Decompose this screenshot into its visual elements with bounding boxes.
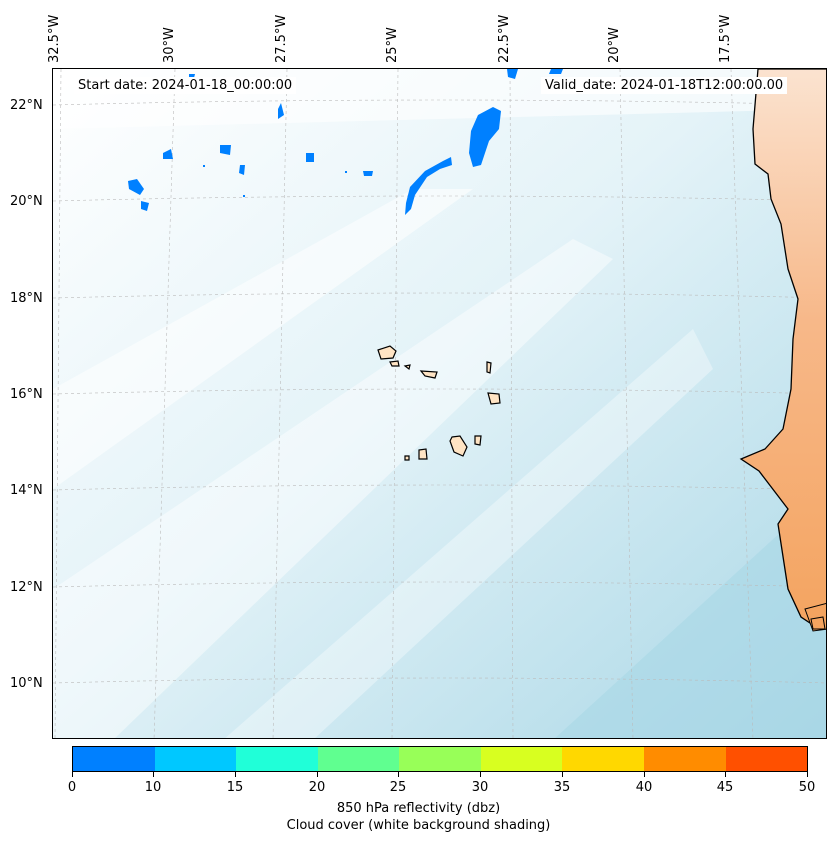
colorbar-segment-35-40 xyxy=(562,747,644,771)
colorbar-tick-label: 40 xyxy=(635,780,653,795)
map-panel xyxy=(52,68,827,739)
cape-verde-islands xyxy=(377,345,501,461)
colorbar-tickmark xyxy=(153,772,154,777)
colorbar-tick-label: 30 xyxy=(471,780,489,795)
colorbar-segment-25-30 xyxy=(399,747,481,771)
colorbar-tickmark xyxy=(317,772,318,777)
colorbar-label: 850 hPa reflectivity (dbz) xyxy=(336,801,501,816)
island-sao-vicente xyxy=(389,360,400,367)
island-santa-luzia xyxy=(403,364,411,371)
lon-label-17-5w: 17.5°W xyxy=(718,14,733,63)
colorbar-segment-10-15 xyxy=(154,747,237,771)
colorbar-tick-label: 50 xyxy=(798,780,816,795)
colorbar-tickmark xyxy=(725,772,726,777)
colorbar-sublabel: Cloud cover (white background shading) xyxy=(286,818,551,833)
colorbar-tickmark xyxy=(644,772,645,777)
colorbar-tick-label: 20 xyxy=(308,780,326,795)
cloud-band xyxy=(225,329,713,738)
colorbar-segment-15-20 xyxy=(236,747,318,771)
lon-label-27-5w: 27.5°W xyxy=(274,14,289,63)
lat-label-10n: 10°N xyxy=(10,676,43,691)
lat-label-16n: 16°N xyxy=(10,387,43,402)
island-santiago xyxy=(449,435,468,457)
lat-label-18n: 18°N xyxy=(10,291,43,306)
map-canvas xyxy=(53,69,826,738)
reflectivity-patches xyxy=(128,69,563,215)
start-date-label: Start date: 2024-01-18_00:00:00 xyxy=(74,77,297,94)
island-boa-vista xyxy=(487,392,501,405)
colorbar-tick-label: 0 xyxy=(67,780,77,795)
colorbar xyxy=(72,746,808,772)
colorbar-tick-label: 35 xyxy=(553,780,571,795)
graticule xyxy=(53,69,826,738)
island-small xyxy=(810,616,826,630)
island-santo-antao xyxy=(377,345,397,360)
colorbar-segment-0-10 xyxy=(73,747,155,771)
colorbar-tickmark xyxy=(72,772,73,777)
colorbar-segment-30-35 xyxy=(480,747,563,771)
colorbar-segment-20-25 xyxy=(317,747,400,771)
colorbar-tick-label: 45 xyxy=(716,780,734,795)
colorbar-tickmark xyxy=(398,772,399,777)
cloud-band xyxy=(555,490,826,738)
colorbar-tick-label: 25 xyxy=(389,780,407,795)
island-sao-nicolau xyxy=(419,370,438,379)
lat-label-20n: 20°N xyxy=(10,194,43,209)
colorbar-tick-label: 10 xyxy=(144,780,162,795)
colorbar-tickmark xyxy=(807,772,808,777)
lon-label-25w: 25°W xyxy=(385,27,400,63)
island-fogo xyxy=(418,448,428,460)
cloud-band xyxy=(53,239,613,738)
lon-label-32-5w: 32.5°W xyxy=(47,14,62,63)
lat-label-12n: 12°N xyxy=(10,580,43,595)
lat-label-14n: 14°N xyxy=(10,483,43,498)
island-brava xyxy=(404,455,410,461)
colorbar-tickmark xyxy=(480,772,481,777)
colorbar-segment-45-50 xyxy=(725,747,808,771)
valid-date-label: Valid_date: 2024-01-18T12:00:00.00 xyxy=(541,77,788,94)
colorbar-tick-label: 15 xyxy=(226,780,244,795)
colorbar-segment-40-45 xyxy=(643,747,726,771)
colorbar-tickmark xyxy=(562,772,563,777)
cloud-band xyxy=(53,189,473,489)
colorbar-tickmark xyxy=(235,772,236,777)
lon-label-22-5w: 22.5°W xyxy=(497,14,512,63)
lon-label-30w: 30°W xyxy=(162,27,177,63)
island-maio xyxy=(474,435,482,446)
lat-label-22n: 22°N xyxy=(10,98,43,113)
island-sal xyxy=(486,361,492,374)
lon-label-20w: 20°W xyxy=(607,27,622,63)
